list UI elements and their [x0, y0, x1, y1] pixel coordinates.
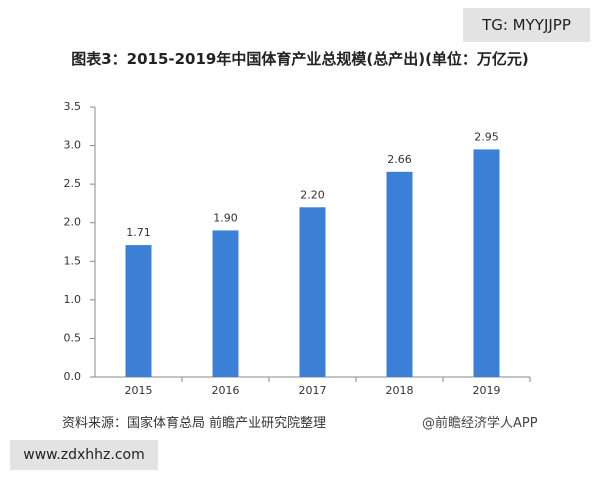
y-tick-label: 2.5 [64, 177, 82, 190]
y-tick-label: 0.5 [64, 331, 82, 344]
y-tick-label: 1.5 [64, 254, 82, 267]
bar [212, 230, 239, 377]
value-label: 2.66 [387, 153, 412, 166]
watermark: @前瞻经济学人APP [422, 416, 538, 431]
x-tick-label: 2015 [125, 384, 153, 397]
x-tick-label: 2018 [386, 384, 414, 397]
bar [473, 149, 500, 377]
x-tick-label: 2017 [299, 384, 327, 397]
chart-title: 图表3：2015-2019年中国体育产业总规模(总产出)(单位：万亿元) [71, 50, 529, 68]
overlay-label: TG: MYYJJPP [463, 8, 590, 42]
y-tick-label: 2.0 [64, 216, 82, 229]
bar [125, 245, 152, 377]
source-note: 资料来源：国家体育总局 前瞻产业研究院整理 [62, 416, 327, 431]
y-tick-label: 0.0 [64, 370, 82, 383]
value-label: 1.90 [213, 211, 238, 224]
x-tick-label: 2019 [473, 384, 501, 397]
x-tick-label: 2016 [212, 384, 240, 397]
value-label: 2.95 [474, 130, 499, 143]
value-label: 2.20 [300, 188, 325, 201]
value-label: 1.71 [126, 226, 151, 239]
y-tick-label: 3.0 [64, 139, 82, 152]
y-tick-label: 1.0 [64, 293, 82, 306]
y-tick-label: 3.5 [64, 100, 82, 113]
bar [386, 171, 413, 377]
bar [299, 207, 326, 377]
overlay-label: www.zdxhhz.com [10, 440, 158, 470]
